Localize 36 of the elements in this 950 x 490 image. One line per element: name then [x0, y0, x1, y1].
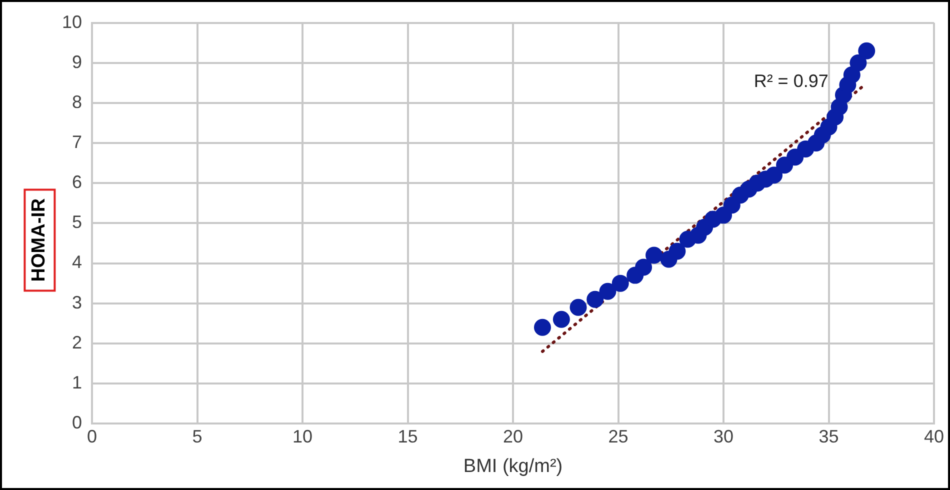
y-tick-label: 6: [72, 172, 82, 192]
x-tick-label: 5: [192, 426, 202, 446]
x-tick-label: 0: [87, 426, 98, 446]
y-tick-label: 5: [72, 212, 82, 232]
x-tick-label: 40: [924, 426, 944, 446]
y-tick-label: 7: [72, 132, 82, 152]
annotation: R² = 0.97: [754, 70, 828, 91]
point: [552, 310, 570, 328]
point: [850, 54, 867, 72]
point: [570, 298, 587, 316]
point: [668, 242, 686, 260]
x-axis-title: BMI (kg/m²): [463, 456, 563, 477]
point: [646, 246, 663, 264]
point: [599, 282, 616, 300]
x-tick-label: 20: [502, 426, 524, 446]
point: [586, 290, 604, 308]
x-tick-label: 10: [292, 426, 313, 446]
y-tick-label: 4: [72, 252, 82, 272]
y-tick-label: 2: [72, 332, 82, 352]
y-tick-label: 8: [72, 92, 82, 112]
y-tick-label: 9: [72, 52, 82, 72]
point: [766, 166, 783, 184]
y-axis-title: HOMA-IR: [24, 188, 56, 292]
y-tick-label: 3: [72, 292, 82, 312]
x-tick-label: 15: [398, 426, 418, 446]
x-tick-label: 30: [713, 426, 734, 446]
point: [858, 42, 876, 60]
point: [843, 66, 860, 84]
point: [534, 318, 551, 336]
x-tick-label: 25: [608, 426, 628, 446]
point: [635, 258, 652, 276]
x-tick-label: 35: [818, 426, 839, 446]
y-tick-label: 10: [62, 12, 82, 32]
point: [612, 274, 629, 292]
y-tick-label: 1: [72, 372, 82, 392]
y-tick-label: 0: [72, 412, 82, 433]
